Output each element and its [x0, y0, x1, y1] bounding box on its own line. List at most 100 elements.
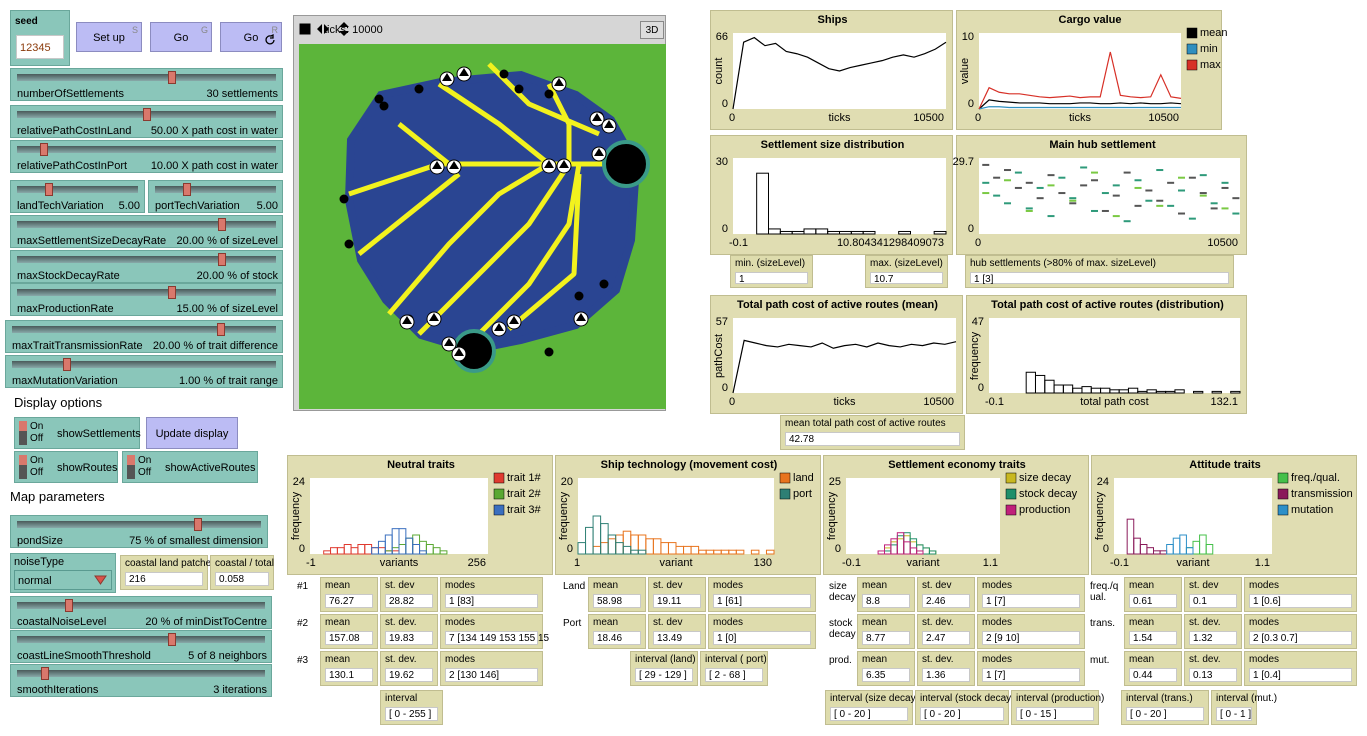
monitor-label: st. dev.	[385, 654, 417, 665]
monitor: st. dev. 19.83	[380, 614, 438, 649]
slider[interactable]: coastLineSmoothThreshold 5 of 8 neighbors	[10, 630, 272, 663]
plot-dot	[1112, 184, 1120, 187]
y-tick-label: 29.7	[952, 156, 974, 168]
slider[interactable]: smoothIterations 3 iterations	[10, 664, 272, 697]
canvas	[732, 33, 947, 110]
slider-handle[interactable]	[168, 633, 177, 646]
seed-input[interactable]: seed 12345	[10, 10, 70, 66]
seed-label: seed	[15, 16, 38, 27]
monitor: st. dev 28.82	[380, 577, 438, 612]
switch[interactable]: On Off showRoutes	[14, 451, 118, 483]
plot-dot	[1221, 186, 1229, 189]
button[interactable]: Set up S	[76, 22, 142, 52]
monitor-value: 7 [134 149 153 155 15	[449, 633, 550, 644]
slider[interactable]: maxProductionRate 15.00 % of sizeLevel	[10, 283, 283, 316]
switch[interactable]: On Off showSettlements	[14, 417, 141, 449]
slider[interactable]: maxStockDecayRate 20.00 % of stock	[10, 250, 283, 283]
section-heading: Map parameters	[10, 489, 105, 504]
monitor-value: 42.78	[789, 434, 815, 445]
button[interactable]: Go G	[150, 22, 212, 52]
slider-handle[interactable]	[167, 286, 176, 299]
slider-handle[interactable]	[142, 108, 151, 121]
monitor-field: 1 [0.6]	[1249, 594, 1352, 608]
update-display-button[interactable]: Update display	[146, 417, 238, 449]
slider[interactable]: maxTraitTransmissionRate 20.00 % of trait…	[5, 320, 283, 353]
route	[397, 122, 451, 166]
section-heading: Display options	[14, 395, 103, 410]
x-tick-label: 0	[975, 237, 982, 249]
monitor-value: 1.32	[1193, 633, 1213, 644]
row-label: size decay	[829, 581, 856, 603]
monitor-value: 1 [0.4]	[1253, 670, 1281, 681]
slider[interactable]: maxMutationVariation 1.00 % of trait rang…	[5, 355, 283, 388]
slider[interactable]: landTechVariation 5.00	[10, 180, 145, 213]
slider-name: numberOfSettlements	[17, 88, 124, 100]
row-label: freq./qual.	[1090, 581, 1119, 603]
ticks-counter: ticks: 10000	[324, 24, 383, 36]
y-tick-label: 20	[560, 476, 573, 488]
switch[interactable]: On Off showActiveRoutes	[122, 451, 258, 483]
x-axis-label: ticks	[1069, 112, 1091, 124]
button[interactable]: Go R	[220, 22, 282, 52]
slider-handle[interactable]	[194, 518, 202, 531]
chooser[interactable]: noiseType normal	[10, 553, 116, 593]
slider-handle[interactable]	[41, 667, 49, 680]
monitor-field: 216	[125, 572, 203, 586]
slider-handle[interactable]	[63, 358, 72, 371]
slider[interactable]: maxSettlementSizeDecayRate 20.00 % of siz…	[10, 215, 283, 248]
monitor-field: [ 2 - 68 ]	[705, 668, 763, 682]
monitor-value: 2 [130 146]	[449, 670, 500, 681]
plot-dot	[1112, 194, 1120, 197]
switch-toggle	[19, 455, 27, 479]
slider[interactable]: relativePathCostInLand 50.00 X path cost …	[10, 105, 283, 138]
plot-dot	[1199, 194, 1207, 197]
monitor-label: coastal / total	[215, 558, 274, 569]
row-label: mut.	[1090, 655, 1110, 666]
y-tick-label: 57	[715, 316, 728, 328]
monitor-label: mean total path cost of active routes	[785, 418, 946, 429]
slider-handle[interactable]	[45, 183, 54, 196]
button-label: Go	[173, 32, 189, 44]
slider[interactable]: portTechVariation 5.00	[148, 180, 283, 213]
y-tick-label: 0	[721, 223, 728, 235]
canvas	[299, 44, 666, 409]
plot: Attitude traits 24 0 -0.1 1.1 variant frequenc…	[1091, 455, 1357, 575]
toolbar-icon	[339, 22, 349, 36]
plot-title: Ships	[817, 14, 848, 26]
monitor-label: modes	[445, 654, 476, 665]
histogram-bar	[1205, 544, 1214, 555]
monitor-field: 1 [61]	[713, 594, 811, 608]
plot-dot	[1069, 197, 1077, 200]
slider-handle[interactable]	[216, 323, 225, 336]
y-tick-label: 0	[967, 98, 974, 110]
monitor: mean 0.44	[1124, 651, 1182, 686]
slider-handle[interactable]	[39, 143, 48, 156]
slider[interactable]: pondSize 75 % of smallest dimension	[10, 515, 268, 548]
slider[interactable]: numberOfSettlements 30 settlements	[10, 68, 283, 101]
monitor-label: mean	[325, 617, 351, 628]
canvas	[310, 472, 505, 555]
slider-handle[interactable]	[167, 71, 176, 84]
slider-handle[interactable]	[65, 599, 73, 612]
row-label: Land	[563, 581, 586, 592]
y-axis-label: frequency	[290, 491, 302, 541]
plot: Total path cost of active routes (distri…	[966, 295, 1247, 414]
monitor-label: st. dev	[1189, 580, 1219, 591]
slider-handle[interactable]	[183, 183, 192, 196]
settlement	[544, 347, 554, 357]
slider-handle[interactable]	[217, 253, 226, 266]
slider[interactable]: coastalNoiseLevel 20 % of minDistToCentre	[10, 596, 272, 629]
button-3d[interactable]: 3D	[640, 21, 664, 39]
monitor-label: modes	[1249, 654, 1280, 665]
canvas	[577, 472, 791, 555]
plot-title: Main hub settlement	[1049, 139, 1156, 151]
histogram-bar	[1126, 518, 1135, 555]
y-axis-label: value	[959, 57, 971, 85]
monitor-value: 2 [0.3 0.7]	[1253, 633, 1298, 644]
slider-handle[interactable]	[217, 218, 226, 231]
row-label: Port	[563, 618, 582, 629]
plot-dot	[1014, 171, 1022, 174]
slider[interactable]: relativePathCostInPort 10.00 X path cost …	[10, 140, 283, 173]
plot: Settlement economy traits 25 0 -0.1 1.1 varia…	[823, 455, 1089, 575]
